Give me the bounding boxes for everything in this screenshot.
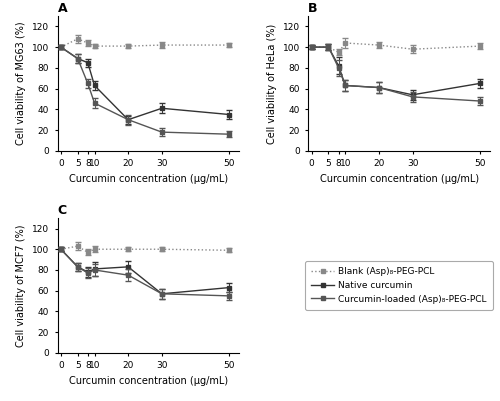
X-axis label: Curcumin concentration (μg/mL): Curcumin concentration (μg/mL) bbox=[320, 174, 478, 184]
Legend: Blank (Asp)₈-PEG-PCL, Native curcumin, Curcumin-loaded (Asp)₈-PEG-PCL: Blank (Asp)₈-PEG-PCL, Native curcumin, C… bbox=[305, 261, 493, 310]
Y-axis label: Cell viability of MCF7 (%): Cell viability of MCF7 (%) bbox=[16, 224, 26, 347]
X-axis label: Curcumin concentration (μg/mL): Curcumin concentration (μg/mL) bbox=[69, 376, 228, 386]
Y-axis label: Cell viability of MG63 (%): Cell viability of MG63 (%) bbox=[16, 22, 26, 145]
Text: C: C bbox=[58, 204, 66, 217]
X-axis label: Curcumin concentration (μg/mL): Curcumin concentration (μg/mL) bbox=[69, 174, 228, 184]
Y-axis label: Cell viability of HeLa (%): Cell viability of HeLa (%) bbox=[267, 23, 277, 144]
Text: A: A bbox=[58, 2, 67, 15]
Text: B: B bbox=[308, 2, 318, 15]
